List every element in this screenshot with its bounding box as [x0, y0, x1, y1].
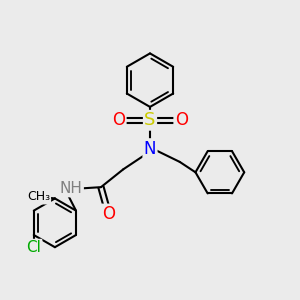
Text: CH₃: CH₃ — [27, 190, 50, 203]
Text: O: O — [102, 205, 115, 223]
Text: O: O — [112, 111, 125, 129]
Text: Cl: Cl — [26, 240, 41, 255]
Text: O: O — [175, 111, 188, 129]
Text: N: N — [144, 140, 156, 158]
Text: S: S — [144, 111, 156, 129]
Text: NH: NH — [60, 181, 83, 196]
